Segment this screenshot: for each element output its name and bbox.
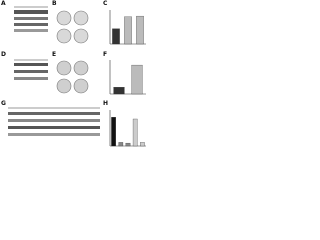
colony-plates — [56, 60, 89, 94]
blot — [14, 59, 48, 80]
bar — [136, 15, 144, 45]
bar — [112, 28, 120, 45]
bar — [131, 64, 143, 95]
panel-label: G — [1, 100, 6, 107]
blot — [8, 107, 100, 136]
panel-label: F — [103, 51, 107, 58]
bar — [111, 117, 116, 147]
bar — [125, 142, 131, 147]
figure: A B C D E F G H — [1, 0, 146, 147]
colony-plates — [56, 10, 89, 44]
bar — [118, 142, 124, 147]
panel-label: E — [52, 51, 56, 58]
bar — [140, 142, 145, 147]
panel-label: C — [103, 0, 108, 7]
panel-label: B — [52, 0, 57, 7]
blot — [14, 6, 48, 32]
panel-label: A — [1, 0, 6, 7]
bar — [113, 87, 125, 95]
panel-label: D — [1, 51, 6, 58]
panel-label: H — [103, 100, 108, 107]
bar — [124, 16, 132, 45]
bar — [132, 118, 138, 147]
